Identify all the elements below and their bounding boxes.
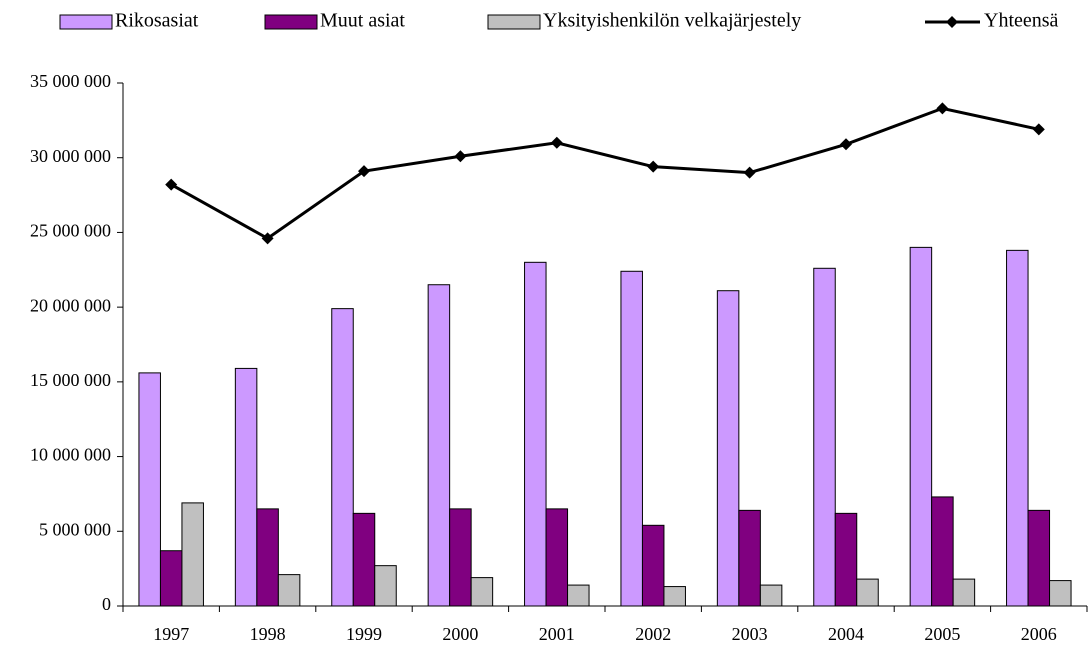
bar [449,508,472,607]
bar [620,270,643,607]
bar [952,578,976,607]
legend-label: Yksityishenkilön velkajärjestely [543,10,801,32]
bar [738,509,761,607]
legend-label: Rikosasiat [115,10,199,32]
legend-swatch [59,14,113,30]
bar [159,550,183,607]
legend-swatch [264,14,318,30]
bar [524,261,547,607]
marker [1032,123,1045,136]
y-tick-label: 10 000 000 [30,445,111,465]
marker [647,160,660,173]
marker [550,136,563,149]
bar [759,584,783,607]
y-tick-label: 25 000 000 [30,221,111,241]
bar [277,574,301,607]
bar [374,565,397,607]
bar [641,524,665,607]
bar [427,284,451,607]
marker [358,165,370,178]
x-tick-label: 1999 [346,624,382,644]
legend: Rikosasiat Muut asiat Yksityishenkilön vel… [59,10,1059,32]
bar [909,246,933,607]
bar [138,372,161,607]
legend-marker [946,16,958,28]
marker [936,102,949,115]
x-tick-label: 2004 [828,624,864,644]
legend-label: Muut asiat [320,10,405,32]
bar [352,512,376,607]
x-tick-label: 2005 [924,624,960,644]
bar [1049,580,1072,607]
y-tick-label: 35 000 000 [30,71,111,91]
y-tick-label: 5 000 000 [39,519,111,539]
x-tick-label: 2006 [1021,624,1057,644]
bar [1027,509,1051,607]
bar [256,508,279,607]
y-tick-label: 15 000 000 [30,370,111,390]
legend-label: Yhteensä [984,10,1059,32]
bar [834,512,858,607]
bar [181,502,204,607]
y-tick-label: 30 000 000 [30,146,111,166]
marker [454,150,467,163]
line [170,106,1040,241]
bar [545,508,569,607]
bar [234,367,258,607]
bar [470,577,494,607]
marker [165,178,178,191]
bar [856,578,879,607]
bar [567,584,590,607]
x-tick-label: 2003 [732,624,768,644]
x-tick-label: 1997 [153,624,189,644]
bar [716,290,740,607]
bar [931,496,954,607]
bar [1006,249,1029,607]
marker [743,166,756,179]
legend-swatch [487,14,541,30]
y-tick-label: 0 [102,594,111,614]
x-tick-label: 2002 [635,624,671,644]
x-tick-label: 1998 [250,624,286,644]
y-tick-label: 20 000 000 [30,295,111,315]
marker [261,232,274,245]
bar [331,308,354,607]
bar [813,267,836,607]
bar [663,586,686,607]
x-tick-label: 2000 [442,624,478,644]
marker [840,138,852,151]
x-tick-label: 2001 [539,624,575,644]
